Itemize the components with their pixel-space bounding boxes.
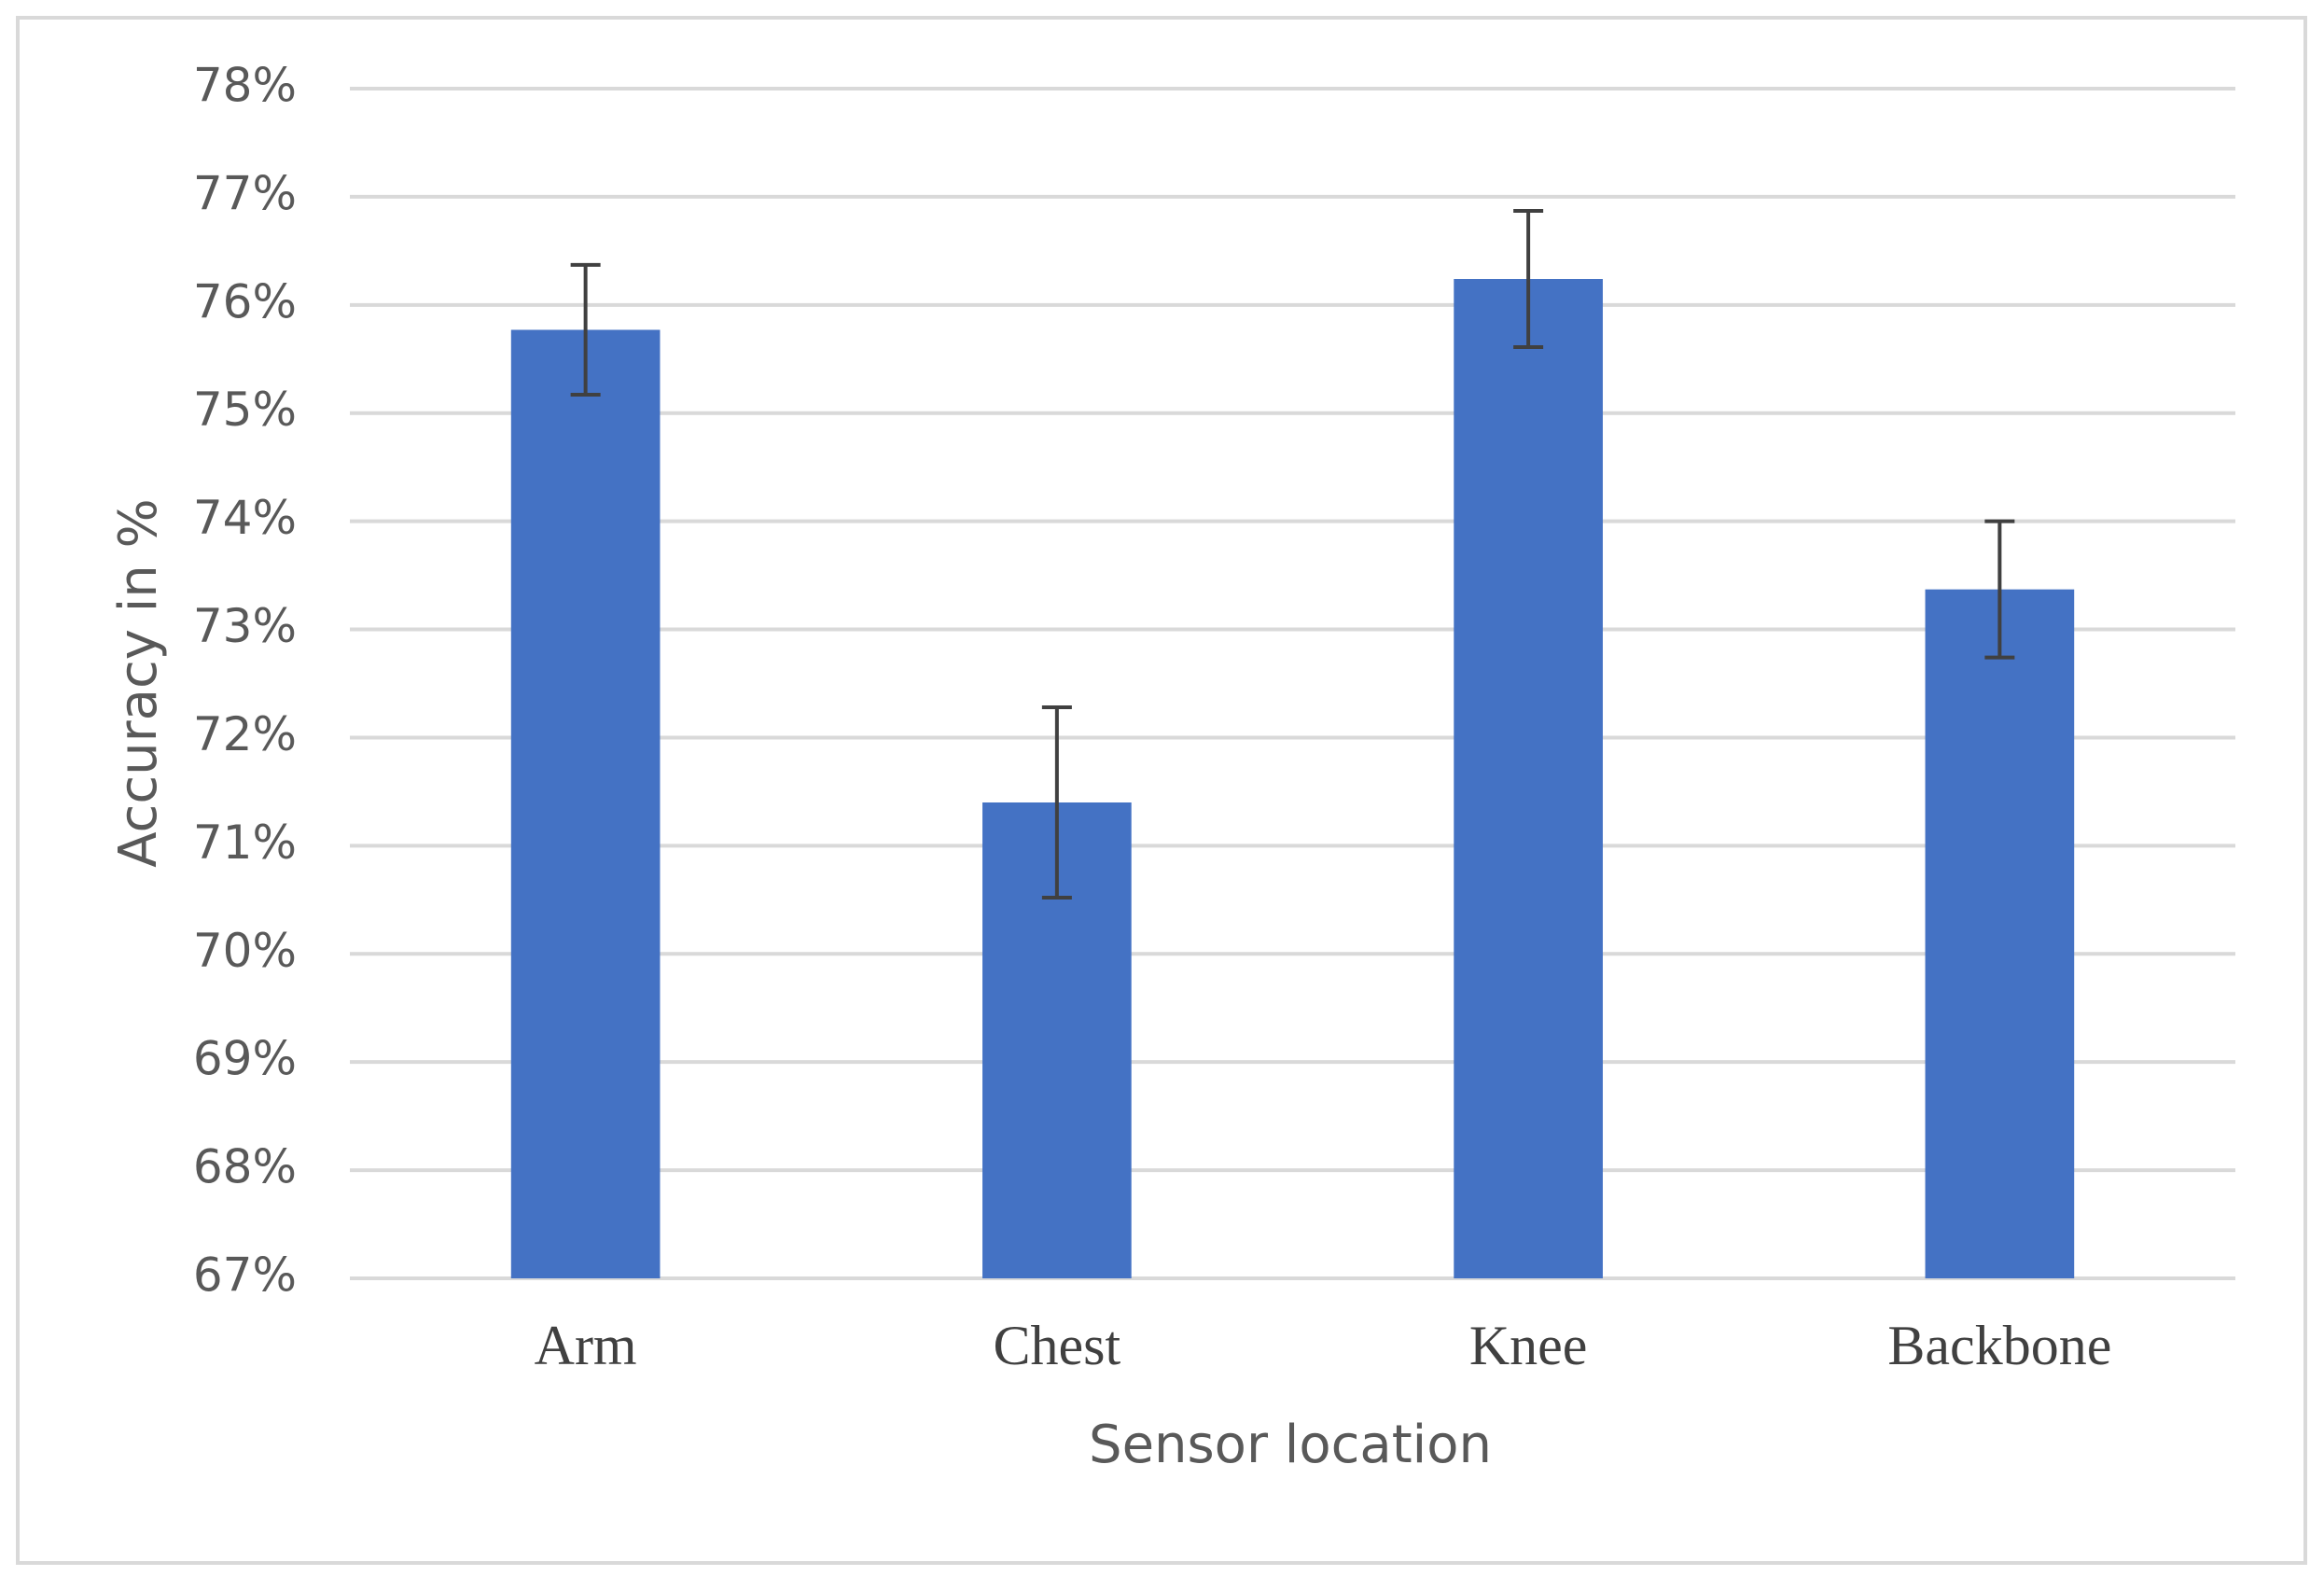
- x-axis-title: Sensor location: [1089, 1415, 1492, 1475]
- y-tick-label: 74%: [193, 491, 297, 545]
- y-tick-label: 70%: [193, 924, 297, 978]
- x-tick-label: Backbone: [1887, 1315, 2111, 1376]
- y-tick-label: 78%: [193, 59, 297, 113]
- y-tick-label: 77%: [193, 166, 297, 220]
- bar: [1454, 279, 1603, 1278]
- y-tick-label: 67%: [193, 1248, 297, 1303]
- y-tick-label: 71%: [193, 816, 297, 870]
- y-axis-title: Accuracy in %: [108, 498, 169, 868]
- error-bar: [1513, 208, 1544, 350]
- x-tick-label: Knee: [1469, 1315, 1588, 1376]
- y-tick-label: 68%: [193, 1140, 297, 1194]
- y-tick-label: 69%: [193, 1032, 297, 1086]
- y-tick-label: 73%: [193, 599, 297, 653]
- y-tick-label: 75%: [193, 383, 297, 437]
- bar: [510, 329, 661, 1278]
- y-tick-label: 76%: [193, 274, 297, 328]
- error-bar: [1984, 519, 2015, 660]
- chart-border: [16, 16, 2307, 1565]
- error-bar: [1041, 705, 1072, 900]
- x-tick-label: Chest: [994, 1315, 1121, 1376]
- bar: [1925, 589, 2075, 1278]
- error-bar: [570, 262, 601, 397]
- x-tick-label: Arm: [535, 1315, 637, 1376]
- y-tick-label: 72%: [193, 707, 297, 761]
